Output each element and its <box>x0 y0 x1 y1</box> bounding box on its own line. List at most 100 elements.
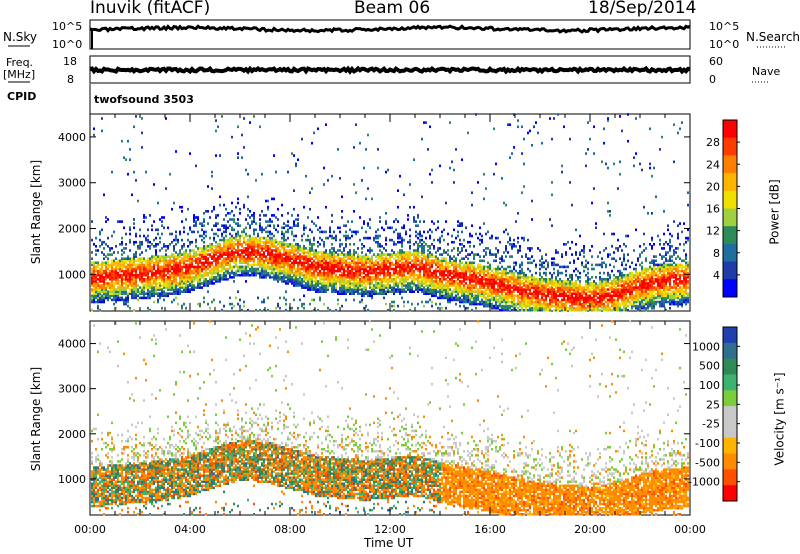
heatmap-cell <box>97 306 99 310</box>
heatmap-cell <box>181 210 183 213</box>
heatmap-cell <box>203 267 205 271</box>
heatmap-cell <box>429 263 431 267</box>
heatmap-cell <box>449 271 451 275</box>
heatmap-cell <box>319 251 321 254</box>
heatmap-cell <box>309 240 311 244</box>
heatmap-cell <box>123 282 125 285</box>
heatmap-cell <box>103 278 105 281</box>
heatmap-cell <box>413 205 415 209</box>
heatmap-cell <box>411 265 413 269</box>
heatmap-cell <box>465 306 467 310</box>
heatmap-cell <box>135 276 137 279</box>
heatmap-cell <box>347 253 349 256</box>
heatmap-cell <box>335 238 337 242</box>
heatmap-cell <box>221 224 223 227</box>
heatmap-cell <box>217 280 219 283</box>
heatmap-cell <box>285 282 287 285</box>
heatmap-cell <box>449 288 451 291</box>
heatmap-cell <box>487 286 489 289</box>
heatmap-cell <box>509 284 511 287</box>
heatmap-cell <box>239 249 241 252</box>
heatmap-cell <box>91 296 93 300</box>
heatmap-cell <box>231 271 233 275</box>
heatmap-cell <box>271 236 273 240</box>
heatmap-cell <box>379 216 381 219</box>
heatmap-cell <box>377 292 379 295</box>
heatmap-cell <box>331 255 333 258</box>
heatmap-cell <box>277 271 279 275</box>
heatmap-cell <box>513 245 515 248</box>
heatmap-cell <box>333 263 335 267</box>
heatmap-cell <box>469 232 471 236</box>
heatmap-cell <box>381 271 383 275</box>
heatmap-cell <box>99 263 101 267</box>
heatmap-cell <box>279 251 281 254</box>
heatmap-cell <box>391 286 393 289</box>
heatmap-cell <box>125 261 127 265</box>
heatmap-cell <box>323 273 325 277</box>
heatmap-cell <box>499 280 501 283</box>
heatmap-cell <box>123 300 125 304</box>
heatmap-cell <box>421 261 423 265</box>
heatmap-cell <box>493 292 495 295</box>
heatmap-cell <box>533 296 535 300</box>
heatmap-cell <box>179 292 181 295</box>
heatmap-cell <box>267 259 269 263</box>
heatmap-cell <box>91 267 93 271</box>
heatmap-cell <box>459 296 461 300</box>
heatmap-cell <box>355 232 357 236</box>
heatmap-cell <box>529 247 531 250</box>
heatmap-cell <box>441 278 443 281</box>
heatmap-cell <box>407 276 409 279</box>
heatmap-cell <box>215 251 217 254</box>
heatmap-cell <box>327 179 329 182</box>
heatmap-cell <box>215 129 217 133</box>
heatmap-cell <box>261 265 263 269</box>
heatmap-cell <box>225 230 227 234</box>
heatmap-cell <box>469 294 471 298</box>
heatmap-cell <box>305 174 307 178</box>
heatmap-cell <box>105 269 107 273</box>
heatmap-cell <box>175 273 177 277</box>
nave-tick-top: 60 <box>709 55 723 68</box>
heatmap-cell <box>431 273 433 277</box>
heatmap-cell <box>383 267 385 271</box>
heatmap-cell <box>111 253 113 256</box>
heatmap-cell <box>231 269 233 273</box>
heatmap-cell <box>467 300 469 304</box>
heatmap-cell <box>275 251 277 254</box>
heatmap-cell <box>399 174 401 178</box>
heatmap-cell <box>351 253 353 256</box>
heatmap-cell <box>181 273 183 277</box>
heatmap-cell <box>123 226 125 230</box>
heatmap-cell <box>99 300 101 304</box>
heatmap-cell <box>185 273 187 277</box>
heatmap-cell <box>401 286 403 289</box>
heatmap-cell <box>393 300 395 304</box>
heatmap-cell <box>517 271 519 275</box>
heatmap-cell <box>341 282 343 285</box>
heatmap-cell <box>147 290 149 293</box>
heatmap-cell <box>141 290 143 293</box>
heatmap-cell <box>415 251 417 254</box>
heatmap-cell <box>199 278 201 281</box>
heatmap-cell <box>125 243 127 246</box>
heatmap-cell <box>357 253 359 256</box>
heatmap-cell <box>399 232 401 236</box>
heatmap-cell <box>305 286 307 289</box>
heatmap-cell <box>133 284 135 287</box>
heatmap-cell <box>91 288 93 291</box>
heatmap-cell <box>521 304 523 308</box>
heatmap-cell <box>535 298 537 302</box>
heatmap-cell <box>115 267 117 271</box>
heatmap-cell <box>271 261 273 265</box>
heatmap-cell <box>465 282 467 285</box>
heatmap-cell <box>99 232 101 236</box>
heatmap-cell <box>257 257 259 260</box>
heatmap-cell <box>137 247 139 250</box>
heatmap-cell <box>435 271 437 275</box>
heatmap-cell <box>223 265 225 269</box>
heatmap-cell <box>129 269 131 273</box>
heatmap-cell <box>157 228 159 232</box>
heatmap-cell <box>263 259 265 263</box>
